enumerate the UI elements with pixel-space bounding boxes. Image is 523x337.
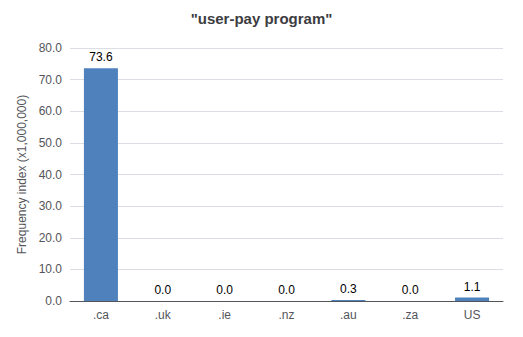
svg-text:.ie: .ie: [218, 308, 231, 322]
svg-text:.au: .au: [340, 308, 357, 322]
svg-text:0.0: 0.0: [402, 283, 419, 297]
svg-text:40.0: 40.0: [39, 168, 63, 182]
svg-text:73.6: 73.6: [89, 50, 113, 64]
svg-text:US: US: [464, 308, 481, 322]
svg-text:.za: .za: [402, 308, 418, 322]
svg-text:0.0: 0.0: [278, 283, 295, 297]
svg-text:0.3: 0.3: [340, 282, 357, 296]
svg-text:0.0: 0.0: [154, 283, 171, 297]
svg-text:70.0: 70.0: [39, 73, 63, 87]
svg-text:60.0: 60.0: [39, 104, 63, 118]
svg-text:10.0: 10.0: [39, 262, 63, 276]
svg-text:1.1: 1.1: [464, 280, 481, 294]
svg-text:50.0: 50.0: [39, 136, 63, 150]
svg-text:30.0: 30.0: [39, 199, 63, 213]
svg-text:"user-pay program": "user-pay program": [191, 10, 333, 27]
svg-text:0.0: 0.0: [45, 294, 62, 308]
svg-text:.ca: .ca: [93, 308, 109, 322]
svg-text:20.0: 20.0: [39, 231, 63, 245]
svg-text:80.0: 80.0: [39, 41, 63, 55]
svg-text:.uk: .uk: [155, 308, 172, 322]
svg-text:Frequency index (x1,000,000): Frequency index (x1,000,000): [15, 95, 29, 254]
svg-text:0.0: 0.0: [216, 283, 233, 297]
svg-text:.nz: .nz: [278, 308, 294, 322]
